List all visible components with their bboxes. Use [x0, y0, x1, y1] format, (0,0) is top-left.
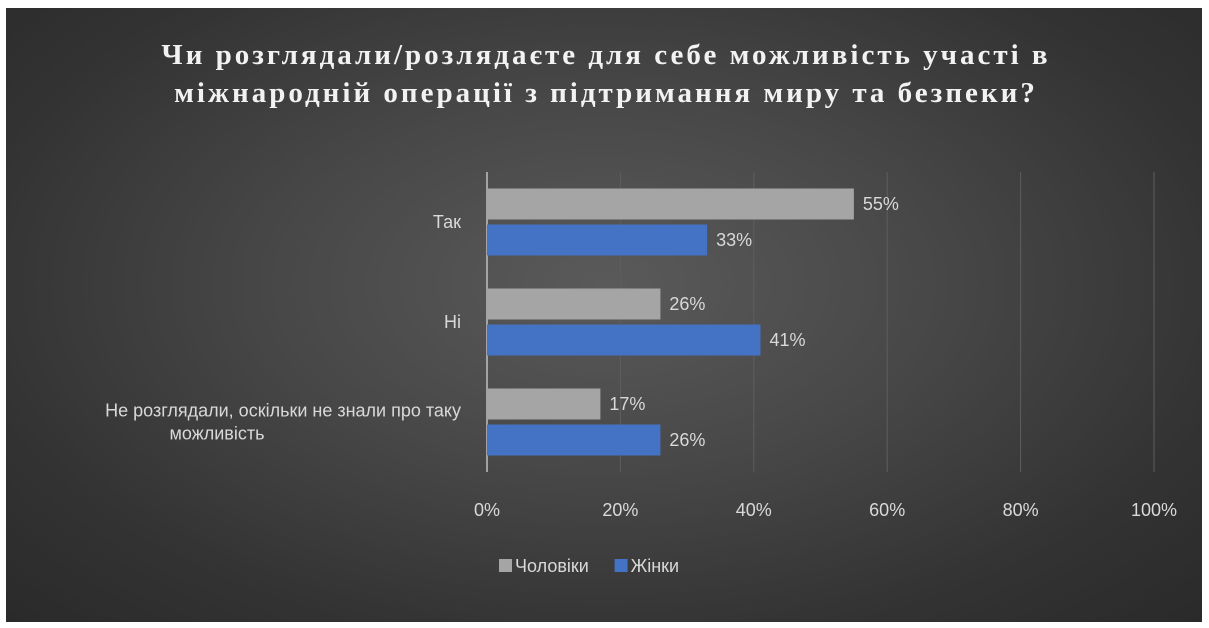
category-label: Ні — [444, 312, 461, 332]
bar-women — [487, 224, 708, 256]
category-label: Не розглядали, оскільки не знали про так… — [105, 401, 461, 444]
x-tick-label: 0% — [474, 500, 500, 520]
chart-title: Чи розглядали/розлядаєте для себе можлив… — [161, 39, 1051, 109]
x-tick-label: 100% — [1131, 500, 1177, 520]
bar-women — [487, 324, 761, 356]
bar-men — [487, 188, 854, 220]
legend-swatch-men — [499, 559, 512, 572]
x-tick-label: 40% — [736, 500, 772, 520]
category-label: Так — [433, 212, 461, 232]
data-label: 33% — [716, 230, 752, 250]
data-label: 55% — [863, 194, 899, 214]
data-label: 26% — [669, 294, 705, 314]
legend-swatch-women — [614, 559, 628, 572]
x-tick-label: 60% — [869, 500, 905, 520]
bar-men — [487, 388, 601, 420]
legend-label: Жінки — [631, 556, 680, 576]
chart-frame: Чи розглядали/розлядаєте для себе можлив… — [6, 8, 1202, 622]
chart-plot: 0% 20% 40% 60% 80% 100% 55% 33% Так 26% 41% Ні 17% 26… — [105, 172, 1177, 576]
bar-men — [487, 288, 661, 320]
data-label: 17% — [609, 394, 645, 414]
bar-women — [487, 424, 661, 456]
x-tick-label: 20% — [602, 500, 638, 520]
data-label: 26% — [669, 430, 705, 450]
data-label: 41% — [769, 330, 805, 350]
x-tick-label: 80% — [1003, 500, 1039, 520]
legend-label: Чоловіки — [515, 556, 589, 576]
